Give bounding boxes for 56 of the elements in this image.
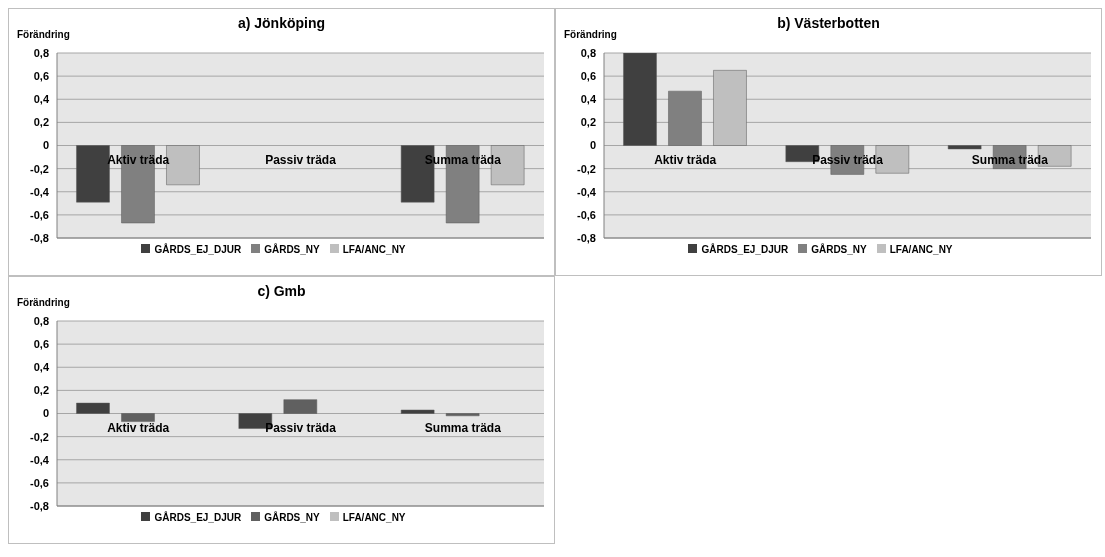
bar bbox=[121, 413, 155, 422]
y-tick-label: 0,4 bbox=[33, 361, 50, 374]
bar bbox=[400, 409, 435, 414]
y-tick-label: -0,4 bbox=[30, 453, 50, 466]
bar bbox=[668, 90, 702, 146]
x-tick-label: Summa träda bbox=[424, 420, 502, 435]
legend-label: LFA/ANC_NY bbox=[342, 512, 406, 523]
legend-label: GÅRDS_EJ_DJUR bbox=[154, 244, 242, 255]
y-tick-label: 0,2 bbox=[580, 116, 596, 129]
y-tick-label: 0 bbox=[42, 407, 49, 420]
x-tick-label: Passiv träda bbox=[265, 420, 337, 435]
bar bbox=[76, 402, 110, 414]
y-tick-label: 0,2 bbox=[33, 116, 49, 129]
x-tick-label: Aktiv träda bbox=[654, 152, 717, 167]
bar bbox=[445, 413, 480, 417]
y-tick-label: -0,8 bbox=[577, 231, 596, 244]
y-tick-label: 0,6 bbox=[33, 70, 49, 83]
y-tick-label: -0,4 bbox=[577, 185, 597, 198]
y-tick-label: -0,2 bbox=[577, 162, 596, 175]
y-tick-label: 0 bbox=[589, 139, 596, 152]
legend-label: LFA/ANC_NY bbox=[889, 244, 953, 255]
bar bbox=[947, 145, 982, 150]
y-tick-label: 0,4 bbox=[580, 93, 597, 106]
y-tick-label: 0,2 bbox=[33, 384, 49, 397]
y-tick-label: 0,6 bbox=[33, 338, 49, 351]
y-tick-label: 0 bbox=[42, 139, 49, 152]
y-axis-title: Förändring bbox=[17, 29, 70, 40]
chart-title: b) Västerbotten bbox=[777, 15, 880, 31]
legend-label: LFA/ANC_NY bbox=[342, 244, 406, 255]
y-tick-label: -0,6 bbox=[577, 208, 596, 221]
x-tick-label: Passiv träda bbox=[265, 152, 337, 167]
x-tick-label: Aktiv träda bbox=[107, 420, 170, 435]
y-tick-label: -0,6 bbox=[30, 208, 49, 221]
bar bbox=[623, 53, 657, 146]
y-tick-label: 0,6 bbox=[580, 70, 596, 83]
legend-label: GÅRDS_NY bbox=[264, 512, 320, 523]
chart-title: a) Jönköping bbox=[237, 15, 326, 31]
y-tick-label: 0,8 bbox=[33, 314, 49, 327]
legend-label: GÅRDS_EJ_DJUR bbox=[154, 512, 242, 523]
y-tick-label: -0,6 bbox=[30, 476, 49, 489]
y-axis-title: Förändring bbox=[564, 29, 617, 40]
bar bbox=[283, 399, 318, 414]
legend-label: GÅRDS_NY bbox=[264, 244, 320, 255]
y-axis-title: Förändring bbox=[17, 297, 70, 308]
y-tick-label: -0,2 bbox=[30, 430, 49, 443]
y-tick-label: -0,2 bbox=[30, 162, 49, 175]
legend-label: GÅRDS_EJ_DJUR bbox=[701, 244, 789, 255]
y-tick-label: -0,4 bbox=[30, 185, 50, 198]
y-tick-label: -0,8 bbox=[30, 499, 49, 512]
y-tick-label: -0,8 bbox=[30, 231, 49, 244]
y-tick-label: 0,8 bbox=[580, 46, 596, 59]
legend-label: GÅRDS_NY bbox=[811, 244, 867, 255]
bar bbox=[713, 70, 747, 146]
chart-title: c) Gmb bbox=[257, 283, 306, 299]
y-tick-label: 0,8 bbox=[33, 46, 49, 59]
y-tick-label: 0,4 bbox=[33, 93, 50, 106]
